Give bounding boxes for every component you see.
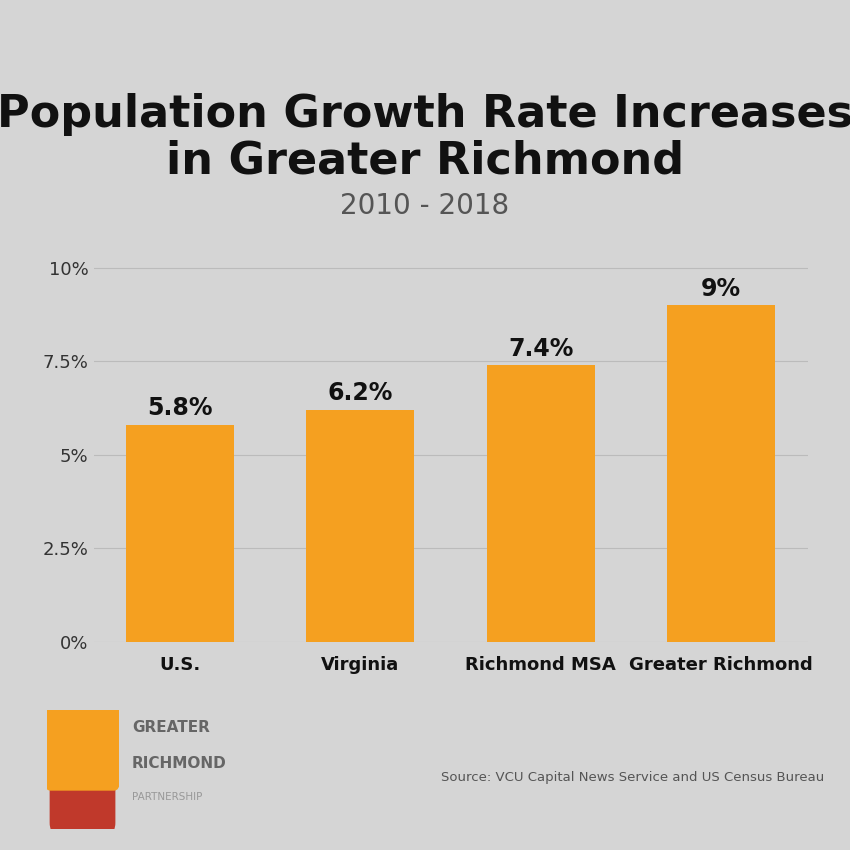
FancyBboxPatch shape [49, 748, 116, 832]
FancyBboxPatch shape [44, 706, 120, 791]
Text: in Greater Richmond: in Greater Richmond [166, 140, 684, 183]
Text: GREATER: GREATER [132, 720, 210, 735]
Text: 2010 - 2018: 2010 - 2018 [341, 192, 509, 219]
Text: RICHMOND: RICHMOND [132, 756, 226, 771]
Text: 9%: 9% [701, 277, 741, 301]
Text: Population Growth Rate Increases: Population Growth Rate Increases [0, 94, 850, 136]
Text: PARTNERSHIP: PARTNERSHIP [132, 791, 202, 802]
Bar [667, 305, 775, 642]
Text: 7.4%: 7.4% [508, 337, 574, 360]
Text: 5.8%: 5.8% [147, 396, 212, 421]
Text: Source: VCU Capital News Service and US Census Bureau: Source: VCU Capital News Service and US … [441, 771, 824, 785]
Bar [126, 425, 234, 642]
Bar [486, 366, 595, 642]
Bar [306, 410, 415, 642]
Text: 6.2%: 6.2% [327, 382, 393, 405]
